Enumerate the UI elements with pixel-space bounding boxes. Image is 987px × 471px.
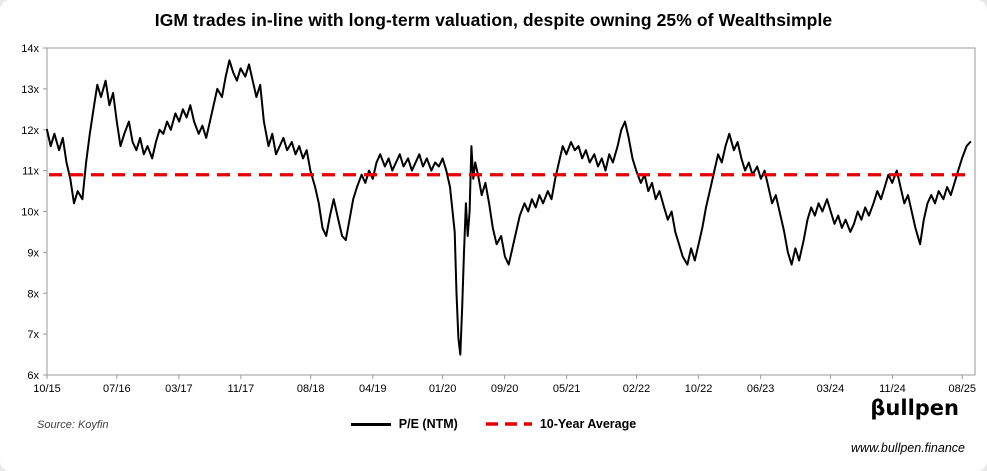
svg-text:08/18: 08/18 — [297, 383, 325, 395]
chart-legend: P/E (NTM) 10-Year Average — [0, 417, 987, 431]
legend-label-average: 10-Year Average — [539, 417, 637, 431]
legend-label-pe-ntm: P/E (NTM) — [398, 417, 458, 431]
svg-text:10/22: 10/22 — [685, 383, 713, 395]
svg-text:08/25: 08/25 — [948, 383, 976, 395]
svg-text:6x: 6x — [27, 370, 39, 382]
svg-text:11x: 11x — [22, 166, 39, 178]
pe-ntm-line-chart: 6x 7x 8x 9x 10x 11x 12x 13x 14x 10/15 07/16 03/17 11… — [21, 43, 976, 395]
svg-text:03/17: 03/17 — [165, 383, 193, 395]
svg-text:01/20: 01/20 — [429, 383, 457, 395]
svg-text:14x: 14x — [21, 43, 39, 55]
svg-text:02/22: 02/22 — [623, 383, 651, 395]
svg-text:06/23: 06/23 — [747, 383, 775, 395]
bullpen-website: www.bullpen.finance — [851, 441, 965, 455]
legend-item-pe-ntm: P/E (NTM) — [350, 417, 458, 431]
svg-text:05/21: 05/21 — [553, 383, 581, 395]
svg-text:11/24: 11/24 — [879, 383, 906, 395]
svg-text:10x: 10x — [21, 207, 39, 219]
svg-text:9x: 9x — [27, 247, 39, 259]
svg-text:8x: 8x — [27, 288, 39, 300]
bullpen-logo: βullpen — [870, 396, 959, 420]
svg-text:03/24: 03/24 — [817, 383, 845, 395]
chart-title: IGM trades in-line with long-term valuat… — [154, 10, 833, 30]
svg-text:10/15: 10/15 — [33, 383, 61, 395]
source-label: Source: Koyfin — [37, 419, 109, 431]
svg-text:13x: 13x — [21, 84, 39, 96]
svg-text:7x: 7x — [27, 329, 39, 341]
svg-text:12x: 12x — [21, 125, 39, 137]
svg-text:07/16: 07/16 — [103, 383, 131, 395]
legend-item-average: 10-Year Average — [485, 417, 637, 431]
solid-line-swatch-icon — [350, 422, 391, 426]
svg-text:04/19: 04/19 — [359, 383, 387, 395]
dashed-line-swatch-icon — [485, 422, 532, 426]
svg-text:11/17: 11/17 — [228, 383, 255, 395]
svg-text:09/20: 09/20 — [491, 383, 519, 395]
